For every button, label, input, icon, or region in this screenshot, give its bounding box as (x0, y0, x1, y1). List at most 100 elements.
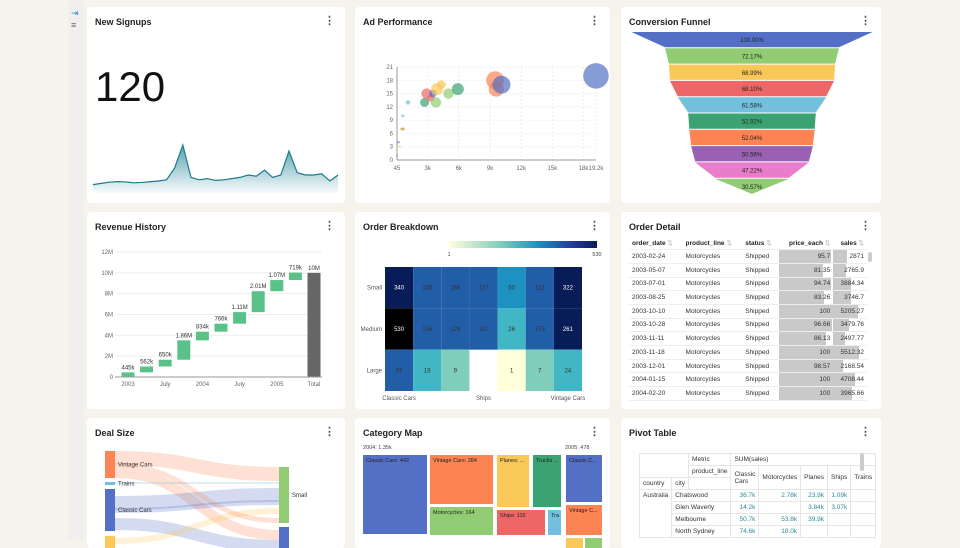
column-header[interactable]: order_date ⇅ (629, 236, 683, 251)
pivot-city: North Sydney (671, 525, 732, 538)
treemap-chart: 2004: 1.35k Classic Cars: 442 Vintage Cars… (363, 445, 602, 548)
treemap-node (533, 455, 561, 507)
pivot-cell: 18.0k (758, 525, 802, 538)
more-menu-icon[interactable]: ⋮ (589, 220, 600, 232)
table-cell: Motorcycles (682, 331, 743, 346)
pivot-cell: 1.09k (826, 489, 852, 502)
more-menu-icon[interactable]: ⋮ (589, 426, 600, 438)
cell-sales: 2497.77 (833, 331, 867, 346)
treemap-label: Ships: 115 (500, 513, 526, 519)
sort-icon[interactable]: ⇅ (667, 239, 673, 247)
heatmap-cell (525, 267, 554, 309)
more-menu-icon[interactable]: ⋮ (589, 15, 600, 27)
heatmap-cell (553, 267, 582, 309)
y-tick-label: 0 (110, 375, 114, 381)
y-tick-label: 6M (105, 313, 113, 319)
more-menu-icon[interactable]: ⋮ (324, 15, 335, 27)
table-cell: Motorcycles (682, 345, 743, 360)
funnel-segment (677, 97, 827, 113)
y-tick-label: 10M (101, 271, 113, 277)
table-cell: Shipped (742, 331, 780, 346)
table-cell: Shipped (742, 318, 780, 333)
table-scrollbar[interactable] (868, 252, 872, 262)
data-label: 834k (196, 325, 210, 331)
cell-sales: 3746.7 (833, 290, 867, 305)
pivot-column-header[interactable]: Motorcycles (758, 465, 802, 490)
sort-icon[interactable]: ⇅ (726, 239, 732, 247)
waterfall-bar (288, 272, 302, 281)
sankey-node-label: Trains (118, 482, 134, 488)
cell-price-each: 83.26 (779, 290, 834, 305)
pivot-table: Metric SUM(sales) product_line Classic Cars… (638, 453, 877, 538)
column-header[interactable]: product_line ⇅ (682, 236, 743, 251)
more-menu-icon[interactable]: ⋮ (860, 15, 871, 27)
table-cell: 2004-01-15 (629, 372, 683, 388)
cell-sales: 2871 (833, 249, 867, 264)
column-header[interactable]: sales ⇅ (833, 236, 867, 251)
pivot-column-header[interactable]: Planes (800, 465, 828, 490)
more-menu-icon[interactable]: ⋮ (324, 220, 335, 232)
sankey-node (105, 536, 115, 548)
x-tick-label: 2003 (121, 382, 135, 388)
bubble (430, 97, 442, 108)
waterfall-bar (233, 312, 247, 324)
cell-value: 26 (508, 327, 515, 333)
table-cell: 2003-10-28 (629, 318, 683, 333)
treemap-node (430, 507, 493, 535)
y-tick-label: 12M (101, 250, 113, 256)
treemap-node (430, 455, 493, 504)
funnel-label: 72.17% (742, 54, 763, 60)
sankey-node-label: Vintage Cars (118, 463, 153, 469)
bubble (405, 100, 411, 105)
sort-icon[interactable]: ⇅ (858, 239, 864, 247)
x-tick-label: Total (308, 382, 321, 388)
pivot-cell: 74.6k (730, 525, 760, 538)
cell-price-each: 81.35 (779, 263, 834, 278)
column-header-label: sales (840, 239, 857, 247)
pivot-city: Glen Waverly (671, 501, 732, 514)
table-cell: 2003-02-24 (629, 249, 683, 264)
filter-icon[interactable]: ≡ (71, 20, 77, 30)
treemap-node (566, 455, 602, 502)
sort-icon[interactable]: ⇅ (824, 239, 831, 247)
y-tick-label: 21 (386, 65, 393, 71)
table-row: 2003-05-07 Motorcycles Shipped 81.35 2765.9 (629, 263, 867, 278)
cell-price-each: 94.74 (779, 277, 834, 292)
more-menu-icon[interactable]: ⋮ (860, 426, 871, 438)
funnel-segment (688, 113, 816, 129)
pivot-cell: 50.7k (730, 513, 760, 526)
x-tick-label: 3k (425, 166, 432, 172)
cell-value: 340 (394, 286, 405, 292)
table-row: 2003-12-01 Motorcycles Shipped 98.57 2168.54 (629, 359, 867, 374)
table-cell: Shipped (742, 304, 780, 319)
table-cell: Shipped (742, 277, 780, 292)
column-header[interactable]: status ⇅ (742, 236, 780, 251)
column-header[interactable]: price_each ⇅ (779, 236, 834, 251)
funnel-segment (631, 32, 873, 48)
y-tick-label: 4M (105, 333, 113, 339)
expand-icon[interactable]: ⇥ (71, 8, 79, 18)
cell-value: 129 (450, 327, 461, 333)
cell-price-each: 100 (779, 372, 834, 388)
data-label: 445k (121, 365, 135, 371)
card-title: Order Detail (629, 222, 681, 232)
pivot-scrollbar[interactable] (860, 453, 864, 471)
pivot-column-header[interactable]: Ships (826, 465, 852, 490)
pivot-row: Glen Waverly 14.2k 3.84k 3.07k (640, 501, 877, 514)
cell-sales: 2168.54 (833, 359, 867, 374)
x-tick-label: July (234, 382, 245, 388)
big-number: 120 (95, 63, 166, 110)
sort-icon[interactable]: ⇅ (766, 239, 772, 247)
pivot-column-header[interactable]: Classic Cars (730, 465, 760, 490)
group-label: 2005: 478 (565, 445, 589, 451)
x-tick-label: 19.2k (589, 166, 605, 172)
sankey-node (279, 527, 289, 548)
pivot-column-dimension: product_line (688, 465, 732, 478)
cell-price-each: 100 (779, 304, 834, 319)
more-menu-icon[interactable]: ⋮ (860, 220, 871, 232)
sankey-node (105, 489, 115, 531)
more-menu-icon[interactable]: ⋮ (324, 426, 335, 438)
sankey-node-label: Classic Cars (118, 508, 152, 514)
cell-price-each: 95.7 (779, 249, 834, 264)
treemap-label: Motorcycles: 164 (433, 510, 475, 516)
